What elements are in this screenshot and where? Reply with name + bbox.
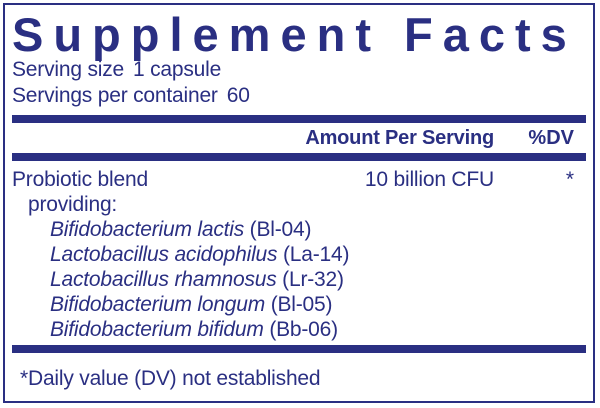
- divider-bar-bottom: [12, 345, 586, 353]
- strain-code: (La-14): [282, 243, 350, 266]
- strain-species: Lactobacillus acidophilus: [50, 243, 278, 266]
- strain-species: Bifidobacterium bifidum: [50, 318, 264, 341]
- strain-code: (Bb-06): [269, 318, 338, 341]
- strain-code: (Bl-05): [270, 293, 333, 316]
- ingredient-dv: *: [565, 168, 574, 191]
- list-item-strain: Lactobacillus acidophilus (La-14): [12, 242, 586, 267]
- serving-size-value: 1 capsule: [132, 58, 222, 81]
- dv-header: %DV: [528, 127, 574, 149]
- strain-code: (Bl-04): [249, 218, 312, 241]
- table-row: Probiotic blend 10 billion CFU *: [12, 167, 586, 192]
- daily-value-footnote: *Daily value (DV) not established: [20, 367, 321, 390]
- strain-species: Lactobacillus rhamnosus: [50, 268, 277, 291]
- serving-size-line: Serving size 1 capsule: [12, 57, 586, 83]
- strain-code: (Lr-32): [282, 268, 344, 291]
- list-item-strain: Bifidobacterium bifidum (Bb-06): [12, 317, 586, 342]
- supplement-facts-label: Supplement Facts Serving size 1 capsule S…: [3, 3, 595, 403]
- servings-per-container-line: Servings per container 60: [12, 83, 586, 109]
- servings-per-container-value: 60: [226, 84, 250, 107]
- list-item-strain: Bifidobacterium longum (Bl-05): [12, 292, 586, 317]
- page-title: Supplement Facts: [12, 8, 577, 61]
- list-item-strain: Bifidobacterium lactis (Bl-04): [12, 217, 586, 242]
- divider-bar-middle: [12, 153, 586, 161]
- ingredient-amount: 10 billion CFU: [364, 168, 494, 191]
- strain-species: Bifidobacterium longum: [50, 293, 266, 316]
- ingredient-name: Probiotic blend: [12, 168, 148, 191]
- table-header-row: Amount Per Serving %DV: [12, 125, 586, 151]
- amount-per-serving-header: Amount Per Serving: [305, 127, 494, 149]
- list-item-strain: Lactobacillus rhamnosus (Lr-32): [12, 267, 586, 292]
- divider-bar-top: [12, 115, 586, 123]
- strain-species: Bifidobacterium lactis: [50, 218, 245, 241]
- servings-per-container-label: Servings per container: [12, 84, 218, 107]
- providing-label: providing:: [28, 193, 118, 216]
- serving-size-label: Serving size: [12, 58, 124, 81]
